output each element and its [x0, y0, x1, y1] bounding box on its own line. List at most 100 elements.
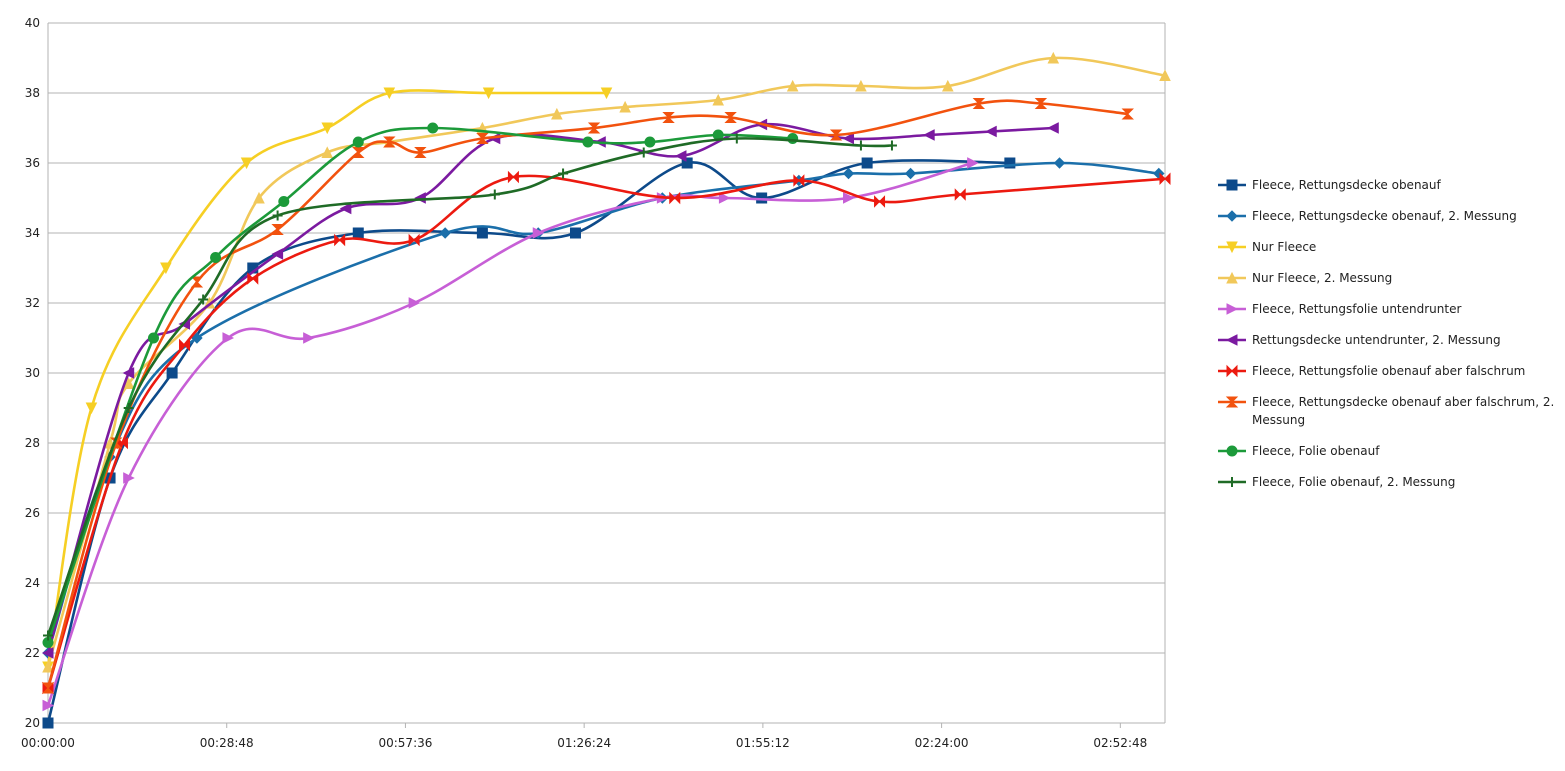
marker [414, 192, 426, 204]
marker [489, 189, 500, 200]
marker [1226, 271, 1238, 284]
marker [383, 136, 396, 148]
y-tick-label: 36 [25, 156, 40, 170]
marker [855, 140, 866, 151]
marker [1047, 122, 1059, 134]
series-line [46, 161, 973, 706]
marker [240, 157, 253, 170]
x-tick-label: 01:26:24 [557, 736, 611, 750]
marker [507, 170, 519, 184]
legend-label: Fleece, Rettungsdecke obenauf, 2. Messun… [1252, 209, 1517, 223]
marker [1053, 157, 1066, 169]
marker [476, 227, 488, 239]
marker [408, 233, 420, 247]
marker [558, 168, 569, 179]
marker [122, 377, 135, 389]
legend-icon [1218, 303, 1246, 315]
marker [123, 472, 135, 484]
marker [582, 136, 594, 148]
marker [1226, 364, 1238, 378]
series-line [46, 137, 892, 636]
marker [439, 227, 451, 239]
legend-label: Fleece, Rettungsfolie obenauf aber falsc… [1252, 364, 1526, 378]
series-line [46, 174, 1166, 689]
legend-label: Rettungsdecke untendrunter, 2. Messung [1252, 333, 1501, 347]
marker [482, 87, 495, 100]
legend-item: Rettungsdecke untendrunter, 2. Messung [1216, 331, 1561, 349]
marker [1226, 303, 1239, 315]
marker [941, 79, 954, 92]
marker [904, 167, 917, 180]
marker [532, 227, 545, 239]
marker [731, 133, 742, 144]
marker [843, 192, 855, 204]
legend: Fleece, Rettungsdecke obenauf Fleece, Ret… [1216, 176, 1561, 504]
marker [334, 233, 346, 247]
marker [321, 122, 334, 135]
marker [42, 660, 54, 673]
marker [339, 202, 352, 215]
marker [587, 122, 601, 134]
marker [408, 297, 421, 309]
marker [1227, 477, 1237, 487]
y-tick-label: 38 [25, 86, 40, 100]
marker [1034, 98, 1048, 109]
marker [42, 699, 55, 712]
marker [985, 125, 997, 138]
y-tick-label: 22 [25, 646, 40, 660]
y-tick-label: 32 [25, 296, 40, 310]
marker [551, 107, 563, 120]
x-tick-label: 00:28:48 [200, 736, 254, 750]
marker [222, 332, 235, 344]
marker [1226, 179, 1238, 191]
marker [1226, 241, 1238, 254]
marker [829, 129, 843, 141]
x-tick-label: 01:55:12 [736, 736, 790, 750]
marker [271, 248, 284, 260]
marker [191, 332, 203, 344]
marker [383, 87, 396, 100]
marker [644, 136, 656, 148]
legend-item: Fleece, Folie obenauf, 2. Messung [1216, 473, 1561, 491]
marker [198, 294, 209, 305]
marker [1159, 172, 1171, 185]
marker [427, 122, 439, 134]
legend-icon [1218, 364, 1246, 378]
legend-label: Fleece, Folie obenauf, 2. Messung [1252, 475, 1456, 489]
marker [272, 210, 283, 221]
marker [352, 136, 364, 148]
marker [278, 196, 290, 207]
marker [967, 157, 979, 169]
series-line [46, 99, 1128, 689]
marker [352, 227, 364, 239]
legend-icon [1218, 396, 1246, 408]
marker [855, 79, 867, 92]
marker [1047, 51, 1060, 64]
marker [972, 98, 986, 109]
x-tick-label: 00:57:36 [378, 736, 432, 750]
marker [1225, 396, 1239, 408]
marker [43, 630, 53, 641]
marker [1159, 69, 1171, 81]
marker [1226, 445, 1238, 457]
marker [1121, 108, 1134, 120]
marker [190, 276, 204, 288]
marker [247, 272, 259, 285]
legend-icon [1218, 445, 1246, 457]
marker [842, 132, 855, 145]
marker [1225, 334, 1238, 346]
legend-icon [1218, 334, 1246, 346]
marker [179, 338, 191, 352]
series-line [46, 161, 1159, 654]
marker [166, 367, 178, 379]
legend-item: Fleece, Rettungsfolie obenauf aber falsc… [1216, 362, 1561, 380]
legend-icon [1218, 241, 1246, 254]
x-tick-label: 00:00:00 [21, 736, 75, 750]
legend-icon [1218, 179, 1246, 191]
marker [724, 112, 737, 123]
legend-icon [1218, 477, 1246, 487]
marker [41, 682, 55, 694]
legend-label: Fleece, Folie obenauf [1252, 444, 1380, 458]
marker [321, 146, 334, 158]
